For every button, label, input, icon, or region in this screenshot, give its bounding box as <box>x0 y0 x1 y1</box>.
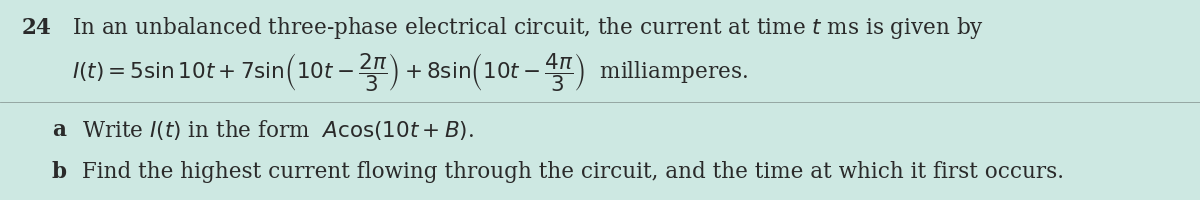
Text: $I(t) = 5\sin 10t + 7\sin\!\left(10t - \dfrac{2\pi}{3}\right) + 8\sin\!\left(10t: $I(t) = 5\sin 10t + 7\sin\!\left(10t - \… <box>72 51 748 94</box>
Text: b: b <box>52 160 67 182</box>
Text: In an unbalanced three-phase electrical circuit, the current at time $t$ ms is g: In an unbalanced three-phase electrical … <box>72 15 984 41</box>
Text: 24: 24 <box>22 17 52 39</box>
Text: Write $I(t)$ in the form  $A\cos(10t + B)$.: Write $I(t)$ in the form $A\cos(10t + B)… <box>82 117 474 141</box>
Text: Find the highest current flowing through the circuit, and the time at which it f: Find the highest current flowing through… <box>82 160 1064 182</box>
Text: a: a <box>52 118 66 140</box>
